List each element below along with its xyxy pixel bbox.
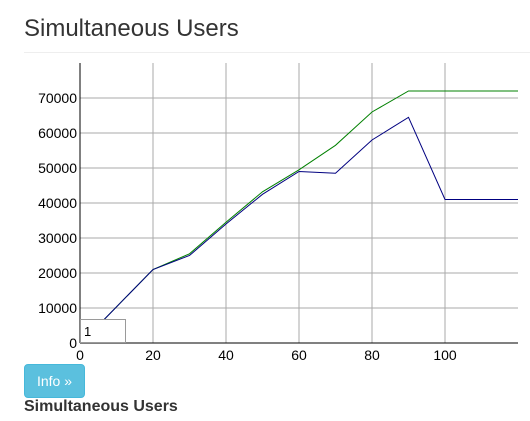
chart-axes	[79, 63, 518, 344]
info-button[interactable]: Info »	[24, 364, 85, 398]
chart-grid	[80, 63, 518, 343]
quantity-stepper[interactable]	[80, 319, 126, 343]
chart-tick-labels: 0 20 40 60 80 100 0 10000 20000 30000 40000 50000 60…	[38, 90, 457, 363]
y-tick-label-50000: 50000	[38, 160, 77, 176]
section-label: Simultaneous Users	[24, 398, 178, 415]
y-tick-label-70000: 70000	[38, 90, 77, 106]
y-tick-label-20000: 20000	[38, 265, 77, 281]
y-tick-label-60000: 60000	[38, 125, 77, 141]
y-tick-label-40000: 40000	[38, 195, 77, 211]
y-tick-label-0: 0	[69, 335, 77, 351]
x-tick-label-20: 20	[145, 347, 161, 363]
x-tick-label-80: 80	[364, 347, 380, 363]
y-tick-label-30000: 30000	[38, 230, 77, 246]
series-line-1	[97, 90, 518, 326]
title-divider	[24, 52, 530, 53]
x-tick-label-100: 100	[433, 347, 457, 363]
x-tick-label-60: 60	[291, 347, 307, 363]
page-title: Simultaneous Users	[24, 15, 239, 42]
y-tick-label-10000: 10000	[38, 300, 77, 316]
series-line-2	[97, 116, 518, 326]
chart-series	[97, 90, 518, 326]
x-tick-label-40: 40	[218, 347, 234, 363]
x-tick-label-0: 0	[76, 347, 84, 363]
